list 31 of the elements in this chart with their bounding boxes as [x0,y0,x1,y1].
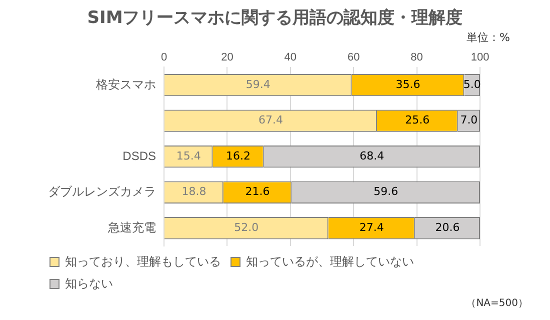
legend-label: 知っており、理解もしている [65,254,221,268]
data-label: 15.4 [176,149,201,162]
data-label: 16.2 [226,149,251,162]
y-tick-label: ダブルレンズカメラ [48,184,156,199]
chart-title: SIMフリースマホに関する用語の認知度・理解度 [86,7,464,29]
x-tick-label: 80 [410,52,423,64]
data-label: 18.8 [182,185,206,198]
legend-label: 知っているが、理解していない [246,254,414,268]
data-label: 59.6 [374,185,398,198]
data-label: 68.4 [360,149,384,162]
data-label: 21.6 [245,185,270,198]
x-tick-label: 0 [160,52,168,64]
chart-subtitle: 単位：% [466,30,510,45]
data-label: 5.0 [463,78,481,91]
x-tick-label: 60 [347,52,360,64]
y-tick-label: 格安スマホ [95,77,156,92]
x-tick-label: 40 [284,52,297,64]
data-label: 52.0 [234,220,259,234]
data-label: 20.6 [435,220,460,234]
x-tick-label: 20 [221,52,234,64]
data-label: 59.4 [246,78,270,91]
x-tick-label: 100 [470,52,490,64]
text: （NA=500） [466,297,528,310]
y-tick-label: 急速充電 [107,220,156,234]
data-label: 35.6 [396,78,420,91]
data-label: 67.4 [258,114,283,127]
data-label: 7.0 [460,114,478,127]
y-tick-label: DSDS [122,148,156,163]
data-label: 27.4 [359,220,384,234]
data-label: 25.6 [405,114,430,127]
legend-label: 知らない [65,276,113,290]
